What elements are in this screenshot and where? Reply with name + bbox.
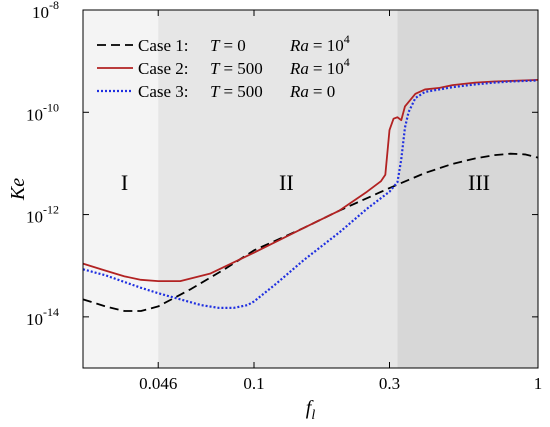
legend-case-label: Case 3: (138, 82, 189, 101)
region-3-band (397, 10, 538, 368)
legend-case-label: Case 2: (138, 59, 189, 78)
series-1-line (82, 152, 539, 312)
legend-T-symbol: T (210, 36, 221, 55)
x-axis-label: fl (306, 397, 316, 423)
legend-T-symbol: T (210, 59, 221, 78)
legend-T-value: = 0 (223, 36, 245, 55)
x-tick-label: 0.046 (139, 374, 177, 393)
plot-frame (82, 9, 539, 369)
legend-T-value: = 500 (223, 59, 262, 78)
series-2-line (82, 78, 539, 283)
legend-T-value: = 500 (223, 82, 262, 101)
x-axis-label-sub: l (311, 408, 315, 423)
y-tick-base: 10 (26, 310, 43, 329)
y-tick-exponent: -8 (49, 0, 59, 12)
legend-Ra: Ra = 0 (289, 82, 335, 101)
region-label: II (279, 170, 294, 195)
legend-T: T = 500 (210, 82, 263, 101)
y-tick-base: 10 (26, 105, 43, 124)
y-tick-label: 10-14 (26, 305, 59, 329)
region-2-band (158, 10, 398, 368)
legend-Ra-symbol: Ra (289, 36, 309, 55)
legend-Ra-symbol: Ra (289, 82, 309, 101)
y-tick-label: 10-8 (32, 0, 59, 22)
x-tick-label: 0.3 (379, 374, 400, 393)
region-label: I (121, 170, 128, 195)
legend-Ra-exponent: 4 (344, 55, 350, 69)
legend-Ra-exponent: 4 (344, 32, 350, 46)
region-label: III (468, 170, 490, 195)
legend-entry: Case 3: (138, 82, 189, 101)
x-axis-label-base: f (306, 397, 314, 419)
legend-entry: Case 1: (138, 36, 189, 55)
legend-Ra-symbol: Ra (289, 59, 309, 78)
y-tick-label: 10-10 (26, 100, 59, 124)
legend-Ra-value: = 0 (313, 82, 335, 101)
legend-Ra: Ra = 104 (289, 32, 350, 55)
series-layer (82, 78, 539, 312)
x-tick-label: 0.1 (243, 374, 264, 393)
y-tick-exponent: -12 (43, 203, 59, 217)
legend-Ra-value: = 10 (313, 59, 344, 78)
y-tick-exponent: -10 (43, 100, 59, 114)
legend-T: T = 500 (210, 59, 263, 78)
y-tick-base: 10 (32, 3, 49, 22)
legend-Ra-value: = 10 (313, 36, 344, 55)
region-1-band (83, 10, 159, 368)
legend-T-symbol: T (210, 82, 221, 101)
series-3-line (82, 79, 539, 309)
y-tick-base: 10 (26, 208, 43, 227)
regions-layer (83, 10, 538, 368)
y-tick-exponent: -14 (43, 305, 59, 319)
legend-T: T = 0 (210, 36, 246, 55)
legend-Ra: Ra = 104 (289, 55, 350, 78)
legend-case-label: Case 1: (138, 36, 189, 55)
x-tick-label: 1 (534, 374, 543, 393)
y-axis-label: Ke (7, 178, 29, 201)
y-tick-label: 10-12 (26, 203, 59, 227)
legend-entry: Case 2: (138, 59, 189, 78)
